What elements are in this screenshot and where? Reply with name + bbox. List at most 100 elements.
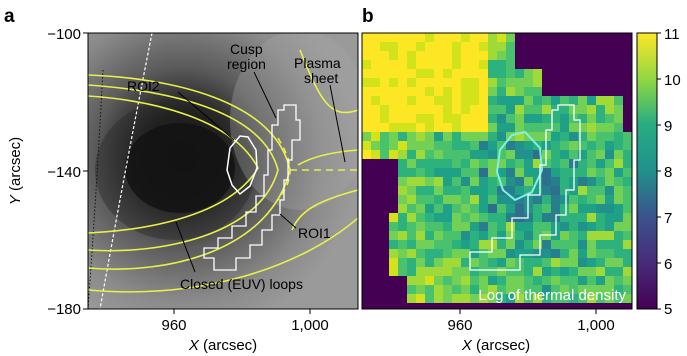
density-pixel <box>398 204 407 213</box>
density-pixel <box>524 78 533 87</box>
density-pixel <box>380 33 389 42</box>
density-pixel <box>614 267 623 276</box>
density-pixel <box>524 249 533 258</box>
density-pixel <box>506 186 515 195</box>
density-pixel <box>434 213 443 222</box>
density-pixel <box>416 51 425 60</box>
density-pixel <box>614 204 623 213</box>
density-pixel <box>461 222 470 231</box>
density-pixel <box>506 33 515 42</box>
roi2-outline-map <box>495 130 544 202</box>
density-pixel <box>470 222 479 231</box>
density-pixel <box>560 114 569 123</box>
density-pixel <box>515 231 524 240</box>
density-pixel <box>560 159 569 168</box>
density-pixel <box>605 123 614 132</box>
colorbar-tick-label: 8 <box>664 164 672 181</box>
density-pixel <box>515 150 524 159</box>
panel-b-density-map <box>362 33 632 309</box>
density-pixel <box>389 105 398 114</box>
density-pixel <box>605 96 614 105</box>
density-pixel <box>452 213 461 222</box>
density-pixel <box>470 87 479 96</box>
density-pixel <box>569 294 578 303</box>
density-pixel <box>398 123 407 132</box>
density-pixel <box>587 159 596 168</box>
density-pixel <box>479 60 488 69</box>
density-pixel <box>479 222 488 231</box>
density-pixel <box>389 150 398 159</box>
density-pixel <box>596 249 605 258</box>
density-pixel <box>434 258 443 267</box>
density-pixel <box>452 60 461 69</box>
density-pixel <box>587 240 596 249</box>
density-pixel <box>470 213 479 222</box>
density-pixel <box>605 222 614 231</box>
density-pixel <box>371 105 380 114</box>
density-pixel <box>506 96 515 105</box>
density-pixel <box>443 213 452 222</box>
density-pixel <box>470 96 479 105</box>
density-pixel <box>578 213 587 222</box>
density-pixel <box>569 123 578 132</box>
density-pixel <box>587 177 596 186</box>
density-pixel <box>452 258 461 267</box>
density-pixel <box>371 69 380 78</box>
density-pixel <box>506 267 515 276</box>
density-pixel <box>515 123 524 132</box>
density-pixel <box>380 60 389 69</box>
density-pixel <box>542 204 551 213</box>
density-pixel <box>398 222 407 231</box>
density-pixel <box>470 249 479 258</box>
density-pixel <box>434 42 443 51</box>
annotation-leaders <box>175 71 346 273</box>
density-pixel <box>524 294 533 303</box>
density-pixel <box>407 141 416 150</box>
density-pixel <box>362 114 371 123</box>
density-pixel <box>470 168 479 177</box>
density-pixel <box>623 222 632 231</box>
density-pixel <box>524 150 533 159</box>
density-pixel <box>407 204 416 213</box>
density-pixel <box>416 267 425 276</box>
density-pixel <box>533 195 542 204</box>
density-pixel <box>398 258 407 267</box>
density-pixel <box>542 195 551 204</box>
density-pixel <box>461 51 470 60</box>
density-pixel <box>416 204 425 213</box>
density-pixel <box>425 159 434 168</box>
density-pixel <box>596 159 605 168</box>
panel-b: b Log of thermal density 960 1,000 X (ar… <box>361 6 681 354</box>
density-pixel <box>470 123 479 132</box>
colorbar-tick-label: 6 <box>664 256 672 273</box>
density-pixel <box>452 240 461 249</box>
roi1-outline <box>203 104 301 271</box>
density-pixel <box>587 114 596 123</box>
density-pixel <box>425 168 434 177</box>
density-pixel <box>407 249 416 258</box>
density-pixel <box>587 141 596 150</box>
density-pixel <box>380 132 389 141</box>
density-pixel <box>497 267 506 276</box>
density-pixel <box>524 105 533 114</box>
density-pixel <box>425 195 434 204</box>
density-pixel <box>587 204 596 213</box>
density-pixel <box>587 186 596 195</box>
density-pixel <box>623 132 632 141</box>
density-pixel <box>452 105 461 114</box>
density-pixel <box>416 258 425 267</box>
density-pixel <box>596 96 605 105</box>
density-pixel <box>416 168 425 177</box>
density-pixel <box>479 285 488 294</box>
density-pixel <box>614 249 623 258</box>
density-pixel <box>533 186 542 195</box>
density-pixel <box>416 213 425 222</box>
density-pixel <box>560 267 569 276</box>
density-pixel <box>470 150 479 159</box>
density-pixel <box>578 132 587 141</box>
density-pixel <box>524 276 533 285</box>
density-pixel <box>425 105 434 114</box>
density-pixel <box>605 276 614 285</box>
density-pixel <box>416 114 425 123</box>
colorbar-tick-label: 7 <box>664 210 672 227</box>
